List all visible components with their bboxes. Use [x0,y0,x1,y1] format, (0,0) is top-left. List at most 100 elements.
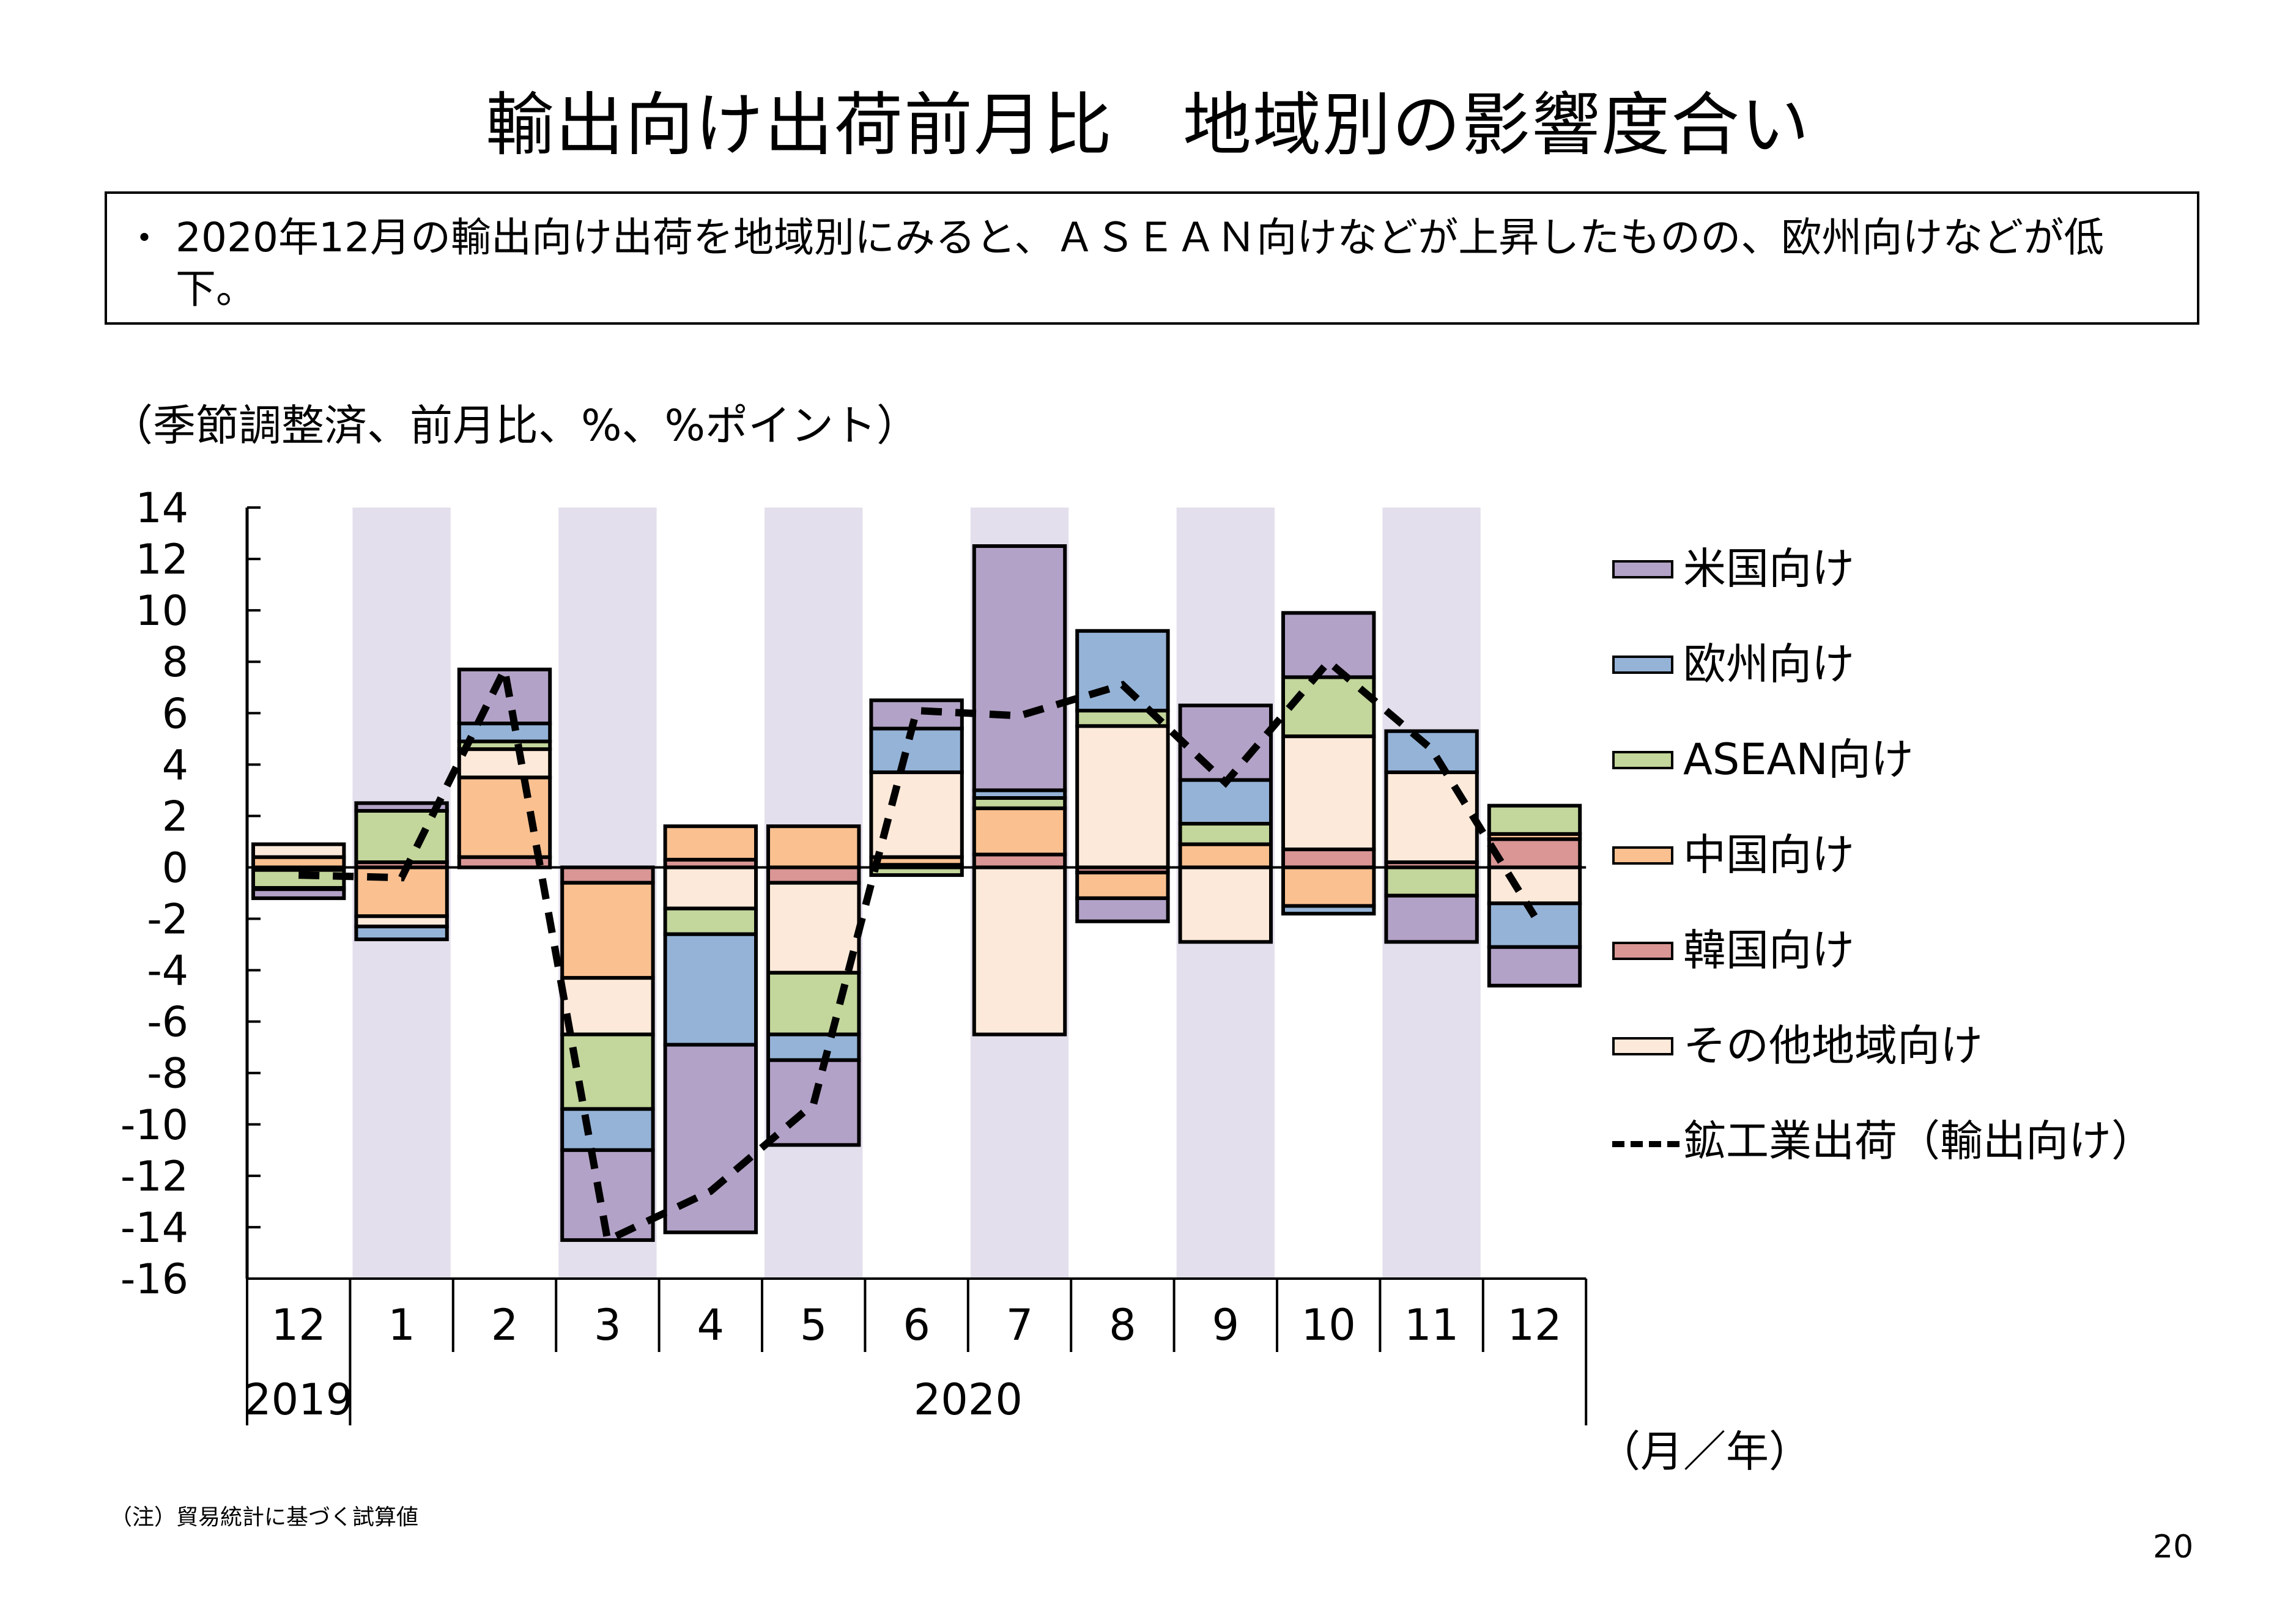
legend-item-line: 鉱工業出荷（輸出向け） [1612,1110,2224,1172]
bar-segment-asean [354,808,449,865]
x-tick-label: 12 [272,1300,326,1350]
y-axis-unit-label: （季節調整済、前月比、%、%ポイント） [110,401,920,451]
bar-segment-asean [663,906,758,936]
y-tick-label: -4 [147,947,188,996]
bar-segment-korea [972,852,1067,870]
bar-segment-other [1384,770,1479,865]
bar-segment-eu [663,932,758,1047]
bar-segment-eu [1075,629,1170,713]
bar-segment-us [1281,611,1376,679]
bar-segment-asean [1178,822,1273,846]
y-tick-label: -12 [120,1153,188,1201]
y-tick-label: 6 [162,690,188,738]
bar-segment-us [869,698,964,731]
bar-segment-other [1281,734,1376,852]
legend-swatch-us [1612,560,1673,578]
y-tick-label: 8 [162,638,188,687]
bar-segment-us [1384,893,1479,944]
bar-segment-other [1075,724,1170,870]
y-tick-label: 0 [162,844,188,892]
bar-segment-eu [1281,904,1376,916]
page-title: 輸出向け出荷前月比 地域別の影響度合い [486,86,1810,165]
x-tick-label: 11 [1404,1300,1459,1350]
bar-segment-asean [251,868,346,890]
year-label: 2019 [244,1375,353,1425]
bar-segment-other [457,747,552,780]
x-tick-label: 10 [1302,1300,1356,1350]
bar-segment-us [972,544,1067,792]
x-tick-label: 8 [1109,1300,1136,1350]
y-tick-label: 12 [135,536,188,584]
bar-segment-us [663,1043,758,1235]
bar-segment-us [1178,703,1273,782]
bar-segment-asean [560,1032,655,1111]
legend-label: ASEAN向け [1683,734,1914,785]
year-label: 2020 [914,1375,1023,1425]
bar-segment-us [251,887,346,900]
legend-swatch-asean [1612,751,1673,769]
bar-segment-us [1487,945,1582,988]
legend-swatch-korea [1612,942,1673,960]
x-tick-label: 5 [800,1300,828,1350]
legend-item-other: その他地域向け [1612,1015,2224,1076]
bar-segment-eu [766,1032,861,1062]
legend-item-korea: 韓国向け [1612,920,2224,981]
y-tick-label: 2 [162,792,188,841]
bar-segment-asean [1384,865,1479,898]
legend-label: その他地域向け [1683,1021,1983,1071]
y-tick-label: -2 [147,896,188,944]
bar-segment-china [1178,842,1273,870]
bar-segment-china [766,824,861,870]
bar-segment-other [766,881,861,975]
legend-dash-line-icon [1612,1141,1679,1147]
footnote: （注）貿易統計に基づく試算値 [110,1505,419,1530]
bar-segment-korea [766,865,861,885]
bar-segment-us [1075,896,1170,923]
bar-segment-china [1075,870,1170,900]
bar-segment-other [972,865,1067,1036]
bar-segment-china [663,824,758,862]
legend-label: 鉱工業出荷（輸出向け） [1683,1116,2154,1166]
x-tick-label: 12 [1507,1300,1561,1350]
bar-segment-korea [1487,837,1582,870]
bar-segment-china [1281,865,1376,908]
bar-segment-other [663,865,758,911]
legend-swatch-other [1612,1037,1673,1055]
bar-segment-china [560,881,655,980]
legend-label: 欧州向け [1683,639,1854,689]
summary-text: 2020年12月の輸出向け出荷を地域別にみると、ＡＳＥＡＮ向けなどが上昇したもの… [176,214,2105,312]
x-tick-label: 9 [1212,1300,1240,1350]
legend-item-us: 米国向け [1612,538,2224,599]
bar-segment-eu [560,1107,655,1152]
bar-segment-china [972,806,1067,857]
y-tick-label: -6 [147,999,188,1047]
x-tick-label: 7 [1006,1300,1034,1350]
x-tick-label: 1 [388,1300,415,1350]
x-tick-label: 6 [903,1300,930,1350]
y-tick-label: -14 [120,1204,188,1252]
x-tick-label: 2 [491,1300,519,1350]
bar-segment-other [1178,865,1273,944]
y-tick-label: 10 [135,587,188,635]
bar-segment-asean [1281,675,1376,739]
bar-segment-asean [766,970,861,1036]
x-tick-label: 4 [697,1300,725,1350]
bar-segment-asean [1487,803,1582,836]
bar-segment-other [560,976,655,1036]
summary-bullet: ・ [125,216,164,260]
y-tick-label: 14 [135,484,188,533]
bar-segment-other [1487,865,1582,906]
x-axis-unit-label: （月／年） [1598,1427,1812,1477]
legend-swatch-eu [1612,656,1673,674]
bar-segment-korea [1281,848,1376,870]
y-tick-label: -8 [147,1050,188,1098]
summary-box: ・ 2020年12月の輸出向け出荷を地域別にみると、ＡＳＥＡＮ向けなどが上昇した… [105,191,2199,325]
legend-item-asean: ASEAN向け [1612,729,2224,790]
bar-segment-us [354,801,449,813]
legend-label: 中国向け [1683,830,1854,880]
x-tick-label: 3 [594,1300,621,1350]
legend-item-china: 中国向け [1612,824,2224,885]
